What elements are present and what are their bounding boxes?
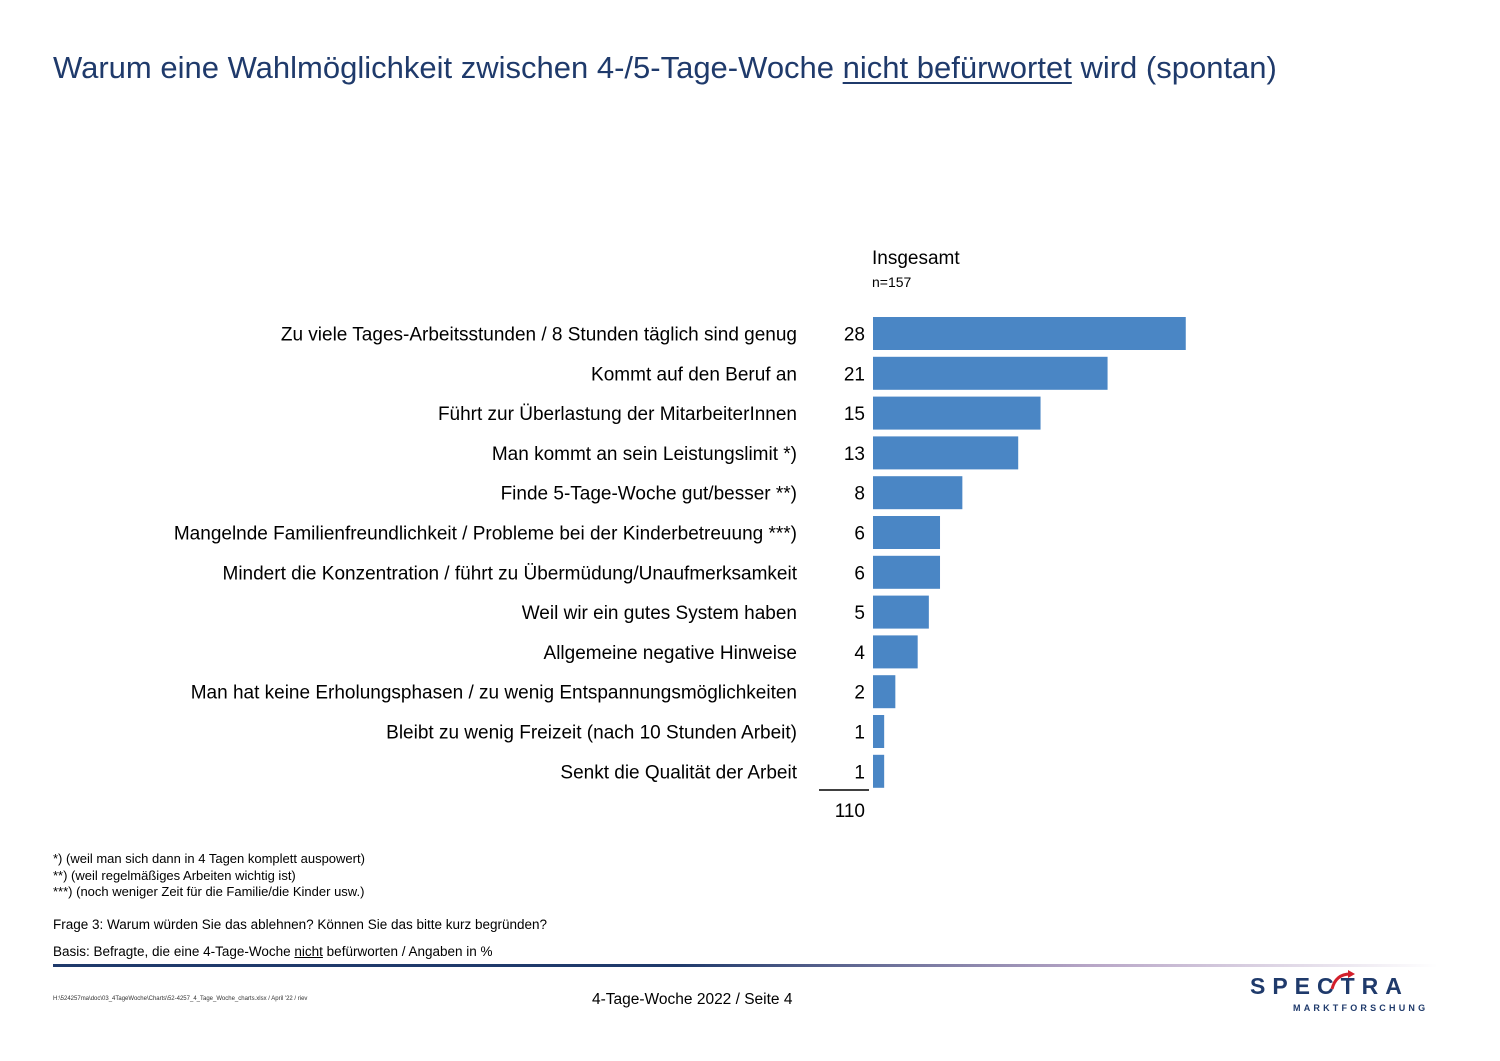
footnotes: *) (weil man sich dann in 4 Tagen komple… <box>53 851 365 901</box>
page-footer: 4-Tage-Woche 2022 / Seite 4 <box>592 991 793 1008</box>
category-label: Finde 5-Tage-Woche gut/besser **) <box>501 484 797 505</box>
value-label: 15 <box>844 404 865 425</box>
category-label: Bleibt zu wenig Freizeit (nach 10 Stunde… <box>386 723 797 744</box>
bar <box>873 754 885 788</box>
category-label: Senkt die Qualität der Arbeit <box>560 762 797 783</box>
bar <box>873 555 941 589</box>
category-label: Weil wir ein gutes System haben <box>522 603 797 624</box>
bar <box>873 516 941 549</box>
category-label: Mangelnde Familienfreundlichkeit / Probl… <box>174 524 797 545</box>
category-label: Man hat keine Erholungsphasen / zu wenig… <box>191 683 797 704</box>
footnote-2: **) (weil regelmäßiges Arbeiten wichtig … <box>53 867 296 883</box>
value-label: 4 <box>854 643 865 664</box>
value-label: 1 <box>854 723 865 744</box>
value-label: 6 <box>854 524 865 545</box>
footnote-1: *) (weil man sich dann in 4 Tagen komple… <box>53 851 365 866</box>
bar <box>873 675 896 709</box>
value-label: 8 <box>854 484 865 505</box>
sample-size-label: n=157 <box>872 274 912 290</box>
bar <box>873 436 1019 470</box>
spectra-logo: SPECTRA MARKTFORSCHUNG <box>1250 970 1440 1018</box>
logo-subtitle: MARKTFORSCHUNG <box>1293 1003 1429 1013</box>
bar <box>873 317 1186 350</box>
value-label: 6 <box>854 563 865 584</box>
bar <box>873 356 1108 390</box>
value-label: 5 <box>854 603 865 624</box>
logo-wordmark: SPECTRA <box>1250 973 1409 999</box>
spectra-arrow-icon <box>1330 970 1355 990</box>
page-title: Warum eine Wahlmöglichkeit zwischen 4-/5… <box>53 50 1277 85</box>
value-label: 1 <box>854 762 865 783</box>
value-label: 28 <box>844 325 865 346</box>
question-text: Frage 3: Warum würden Sie das ablehnen? … <box>53 917 548 932</box>
bar <box>873 595 929 629</box>
bar <box>873 635 918 669</box>
column-header: Insgesamt <box>872 248 960 269</box>
bar <box>873 396 1041 430</box>
value-label: 13 <box>844 444 865 465</box>
category-label: Zu viele Tages-Arbeitsstunden / 8 Stunde… <box>281 325 797 346</box>
bars-group: Zu viele Tages-Arbeitsstunden / 8 Stunde… <box>174 317 1186 788</box>
footer-divider <box>53 964 1438 967</box>
total-label: 110 <box>835 801 865 822</box>
category-label: Man kommt an sein Leistungslimit *) <box>492 444 797 465</box>
category-label: Führt zur Überlastung der MitarbeiterInn… <box>438 404 797 425</box>
footnote-3: ***) (noch weniger Zeit für die Familie/… <box>53 884 365 899</box>
category-label: Kommt auf den Beruf an <box>591 364 797 385</box>
category-label: Mindert die Konzentration / führt zu Übe… <box>223 563 798 584</box>
category-label: Allgemeine negative Hinweise <box>544 643 797 664</box>
bar-chart: Zu viele Tages-Arbeitsstunden / 8 Stunde… <box>174 317 1186 822</box>
bar <box>873 476 963 510</box>
basis-text: Basis: Befragte, die eine 4-Tage-Woche n… <box>53 944 493 959</box>
value-label: 2 <box>854 683 865 704</box>
value-label: 21 <box>844 364 865 385</box>
bar <box>873 715 885 748</box>
file-path: H:\524257ma\doc\03_4TageWoche\Charts\52-… <box>53 996 308 1002</box>
